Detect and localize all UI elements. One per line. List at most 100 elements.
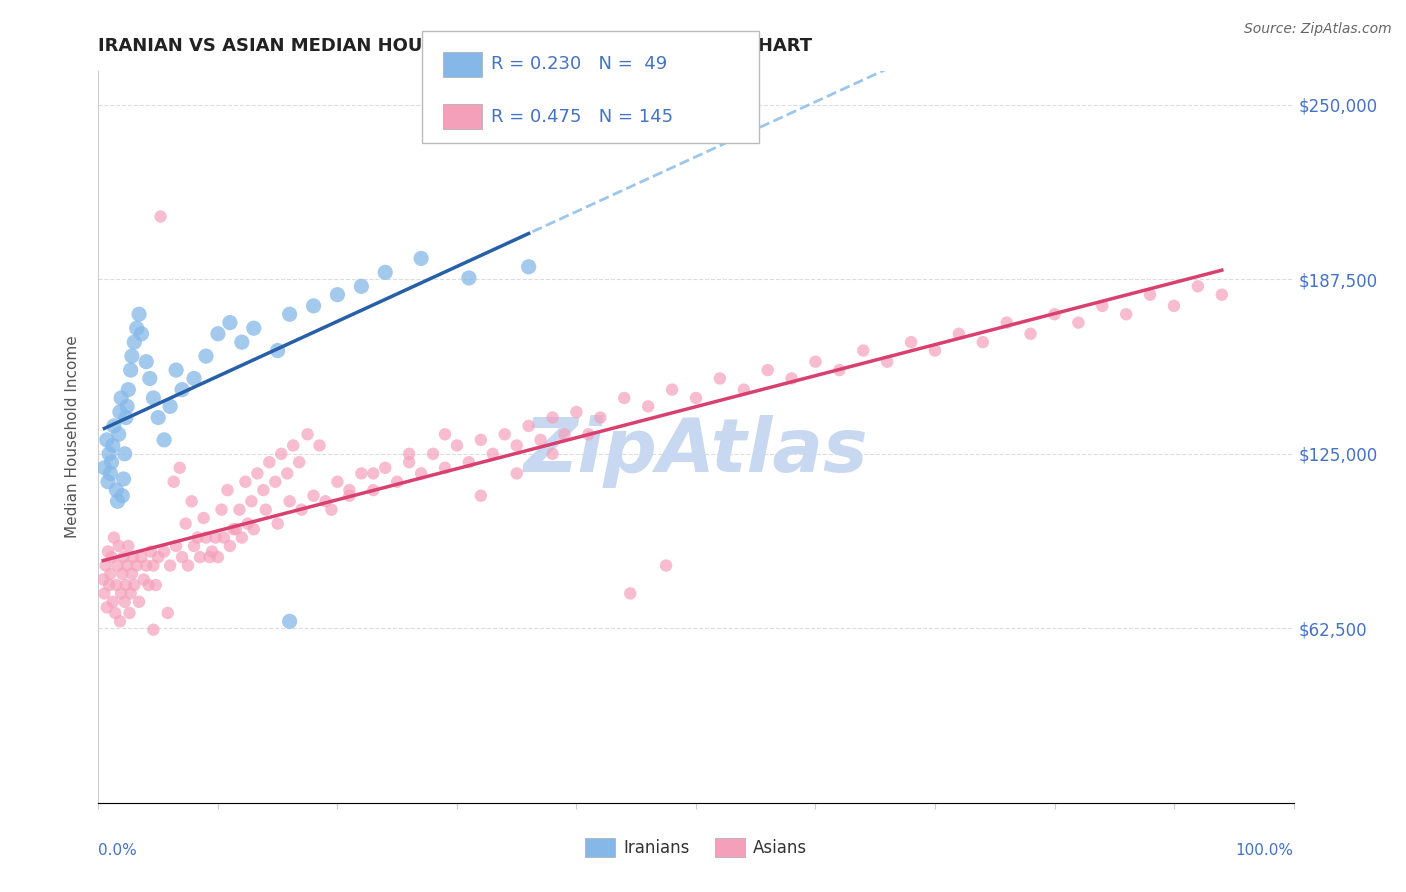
Point [235,475,257,489]
Point [128,307,150,321]
Point [165,363,187,377]
Point [117,539,139,553]
Point [128,595,150,609]
Point [98,467,122,481]
Point [302,489,325,503]
Point [201,544,224,558]
Y-axis label: Median Household Income: Median Household Income [65,335,80,539]
Point [112,550,135,565]
Point [125,321,148,335]
Point [470,433,492,447]
Point [363,483,385,497]
Point [470,489,492,503]
Point [709,371,731,385]
Point [114,447,136,461]
Point [105,483,128,497]
Point [228,502,250,516]
Point [326,287,349,301]
Point [169,460,191,475]
Point [174,516,197,531]
Point [804,354,827,368]
Point [107,539,129,553]
Point [685,391,707,405]
Point [100,550,122,565]
Point [1043,307,1066,321]
Point [363,467,385,481]
Point [212,531,235,545]
Point [948,326,970,341]
Point [139,371,162,385]
Point [153,433,176,447]
Point [655,558,678,573]
Point [302,299,325,313]
Point [434,427,457,442]
Point [733,383,755,397]
Point [222,522,245,536]
Point [530,433,553,447]
Point [149,210,172,224]
Point [1187,279,1209,293]
Point [114,595,136,609]
Point [148,410,170,425]
Point [458,455,481,469]
Point [131,550,153,565]
Point [422,447,444,461]
Point [972,335,994,350]
Point [398,455,420,469]
Point [131,326,153,341]
Point [198,550,221,565]
Point [193,511,215,525]
Point [350,279,373,293]
Point [96,600,118,615]
Text: ZipAtlas: ZipAtlas [523,415,869,488]
Point [124,578,146,592]
Point [135,354,157,368]
Point [374,265,396,279]
Legend: Iranians, Asians: Iranians, Asians [578,831,814,864]
Point [517,260,540,274]
Point [578,427,600,442]
Point [110,391,132,405]
Point [97,475,120,489]
Point [321,502,343,516]
Point [326,475,349,489]
Point [411,252,433,266]
Point [118,606,141,620]
Point [565,405,588,419]
Point [98,578,121,592]
Point [231,335,253,350]
Point [159,400,181,414]
Point [204,531,226,545]
Point [297,427,319,442]
Point [98,566,122,581]
Text: Source: ZipAtlas.com: Source: ZipAtlas.com [1244,22,1392,37]
Point [446,438,468,452]
Text: R = 0.475   N = 145: R = 0.475 N = 145 [491,108,673,126]
Point [385,475,409,489]
Point [93,586,115,600]
Point [900,335,922,350]
Point [142,391,165,405]
Point [97,544,120,558]
Point [207,326,229,341]
Point [180,494,202,508]
Point [995,316,1018,330]
Text: IRANIAN VS ASIAN MEDIAN HOUSEHOLD INCOME CORRELATION CHART: IRANIAN VS ASIAN MEDIAN HOUSEHOLD INCOME… [98,37,813,54]
Point [172,550,194,565]
Point [142,558,165,573]
Point [103,418,125,433]
Point [278,615,301,629]
Point [374,460,396,475]
Point [104,606,127,620]
Point [756,363,779,377]
Point [411,467,433,481]
Point [172,383,194,397]
Point [115,558,138,573]
Point [1163,299,1185,313]
Point [122,550,145,565]
Point [183,539,205,553]
Point [107,558,129,573]
Point [115,400,138,414]
Point [259,455,281,469]
Point [100,455,122,469]
